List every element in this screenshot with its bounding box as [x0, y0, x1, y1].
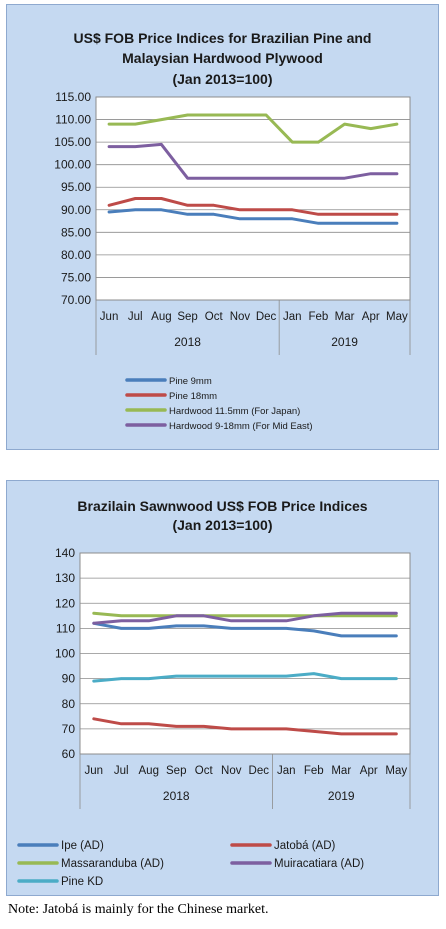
plywood-price-chart: 70.00 75.00 80.00 85.00 90.00 95.00 100.00 105.… [54, 90, 411, 432]
chart2-y-tick-label: 110 [56, 621, 75, 635]
chart1-legend-label: Hardwood 11.5mm (For Japan) [169, 406, 300, 417]
chart2-y-tick-label: 90 [62, 672, 76, 686]
chart2-year-label: 2019 [328, 789, 355, 803]
chart1-x-tick-label: Dec [256, 311, 277, 323]
sawnwood-chart-panel: Brazilain Sawnwood US$ FOB Price Indices… [6, 480, 439, 896]
chart1-x-tick-label: Jan [283, 311, 302, 323]
chart2-y-tick-label: 100 [55, 647, 75, 661]
sawnwood-price-chart: 60 70 80 90 100 110 120 130 140 Jun Jul Aug Sep Oct No… [17, 546, 411, 888]
chart2-legend-label: Jatobá (AD) [274, 840, 336, 852]
plywood-chart-title-line-1: US$ FOB Price Indices for Brazilian Pine… [73, 30, 372, 46]
chart2-x-tick-label: Jan [277, 765, 296, 777]
footnote: Note: Jatobá is mainly for the Chinese m… [8, 902, 269, 917]
plywood-chart-title-line-3: (Jan 2013=100) [172, 71, 273, 87]
chart1-x-tick-label: Aug [151, 311, 171, 323]
chart2-legend-label: Muiracatiara (AD) [274, 858, 364, 870]
chart2-legend-label: Ipe (AD) [61, 840, 104, 852]
chart2-x-tick-label: Dec [249, 765, 270, 777]
chart2-y-tick-label: 140 [55, 546, 75, 560]
chart1-year-label: 2019 [331, 335, 358, 349]
chart2-y-tick-label: 130 [55, 571, 75, 585]
chart1-legend-label: Pine 9mm [169, 376, 212, 387]
chart2-x-tick-label: Aug [139, 765, 159, 777]
chart1-x-tick-label: Apr [362, 311, 380, 323]
chart1-y-tick-label: 95.00 [61, 180, 91, 194]
plywood-chart-panel: US$ FOB Price Indices for Brazilian Pine… [6, 4, 439, 450]
chart1-x-tick-label: Sep [177, 311, 197, 323]
chart2-legend-label: Pine KD [61, 876, 103, 888]
chart1-y-tick-label: 80.00 [61, 248, 91, 262]
chart1-x-tick-label: Mar [335, 311, 355, 323]
chart2-series-line-2 [92, 717, 398, 736]
chart1-y-tick-label: 100.00 [54, 158, 91, 172]
chart1-x-tick-label: Oct [205, 311, 224, 323]
chart1-y-tick-label: 70.00 [61, 293, 91, 307]
chart1-y-tick-label: 115.00 [55, 90, 91, 104]
chart1-legend-label: Pine 18mm [169, 391, 217, 402]
chart1-series-line-4 [107, 142, 399, 180]
chart2-series-line-3 [92, 611, 398, 618]
chart1-y-tick-label: 110.00 [55, 113, 91, 127]
chart2-x-tick-label: Oct [195, 765, 214, 777]
chart1-x-tick-label: Jun [100, 311, 119, 323]
chart1-y-tick-label: 90.00 [61, 203, 91, 217]
chart2-x-tick-label: May [385, 765, 407, 777]
chart2-x-tick-label: Apr [360, 765, 378, 777]
chart2-x-tick-label: Nov [221, 765, 242, 777]
chart2-x-tick-label: Mar [331, 765, 351, 777]
chart1-series-line-3 [107, 113, 399, 144]
chart1-series-line-1 [107, 208, 399, 225]
chart2-y-tick-label: 120 [55, 596, 75, 610]
chart1-y-tick-label: 85.00 [61, 225, 91, 239]
chart2-x-tick-label: Jun [84, 765, 103, 777]
chart2-y-tick-label: 60 [62, 747, 76, 761]
sawnwood-chart-title-line-1: Brazilain Sawnwood US$ FOB Price Indices [77, 498, 368, 514]
chart1-x-tick-label: Feb [309, 311, 329, 323]
sawnwood-chart-title-line-2: (Jan 2013=100) [172, 517, 273, 533]
chart1-x-tick-label: Nov [230, 311, 251, 323]
chart2-year-label: 2018 [163, 789, 190, 803]
chart1-x-tick-label: Jul [128, 311, 143, 323]
chart1-y-tick-label: 105.00 [54, 135, 91, 149]
chart2-legend-label: Massaranduba (AD) [61, 858, 164, 870]
chart1-y-tick-label: 75.00 [61, 270, 91, 284]
chart2-y-tick-label: 80 [62, 697, 76, 711]
chart2-x-tick-label: Feb [304, 765, 324, 777]
chart2-x-tick-label: Jul [114, 765, 129, 777]
chart1-series-line-2 [107, 197, 399, 216]
chart2-y-tick-label: 70 [62, 722, 76, 736]
chart2-series-line-1 [92, 621, 398, 638]
chart1-legend-label: Hardwood 9-18mm (For Mid East) [169, 421, 313, 432]
chart1-x-tick-label: May [386, 311, 408, 323]
chart2-series-line-5 [92, 672, 398, 683]
plywood-chart-title-line-2: Malaysian Hardwood Plywood [122, 50, 323, 66]
chart1-year-label: 2018 [174, 335, 201, 349]
chart2-x-tick-label: Sep [166, 765, 186, 777]
chart2-series-line-4 [92, 611, 398, 625]
